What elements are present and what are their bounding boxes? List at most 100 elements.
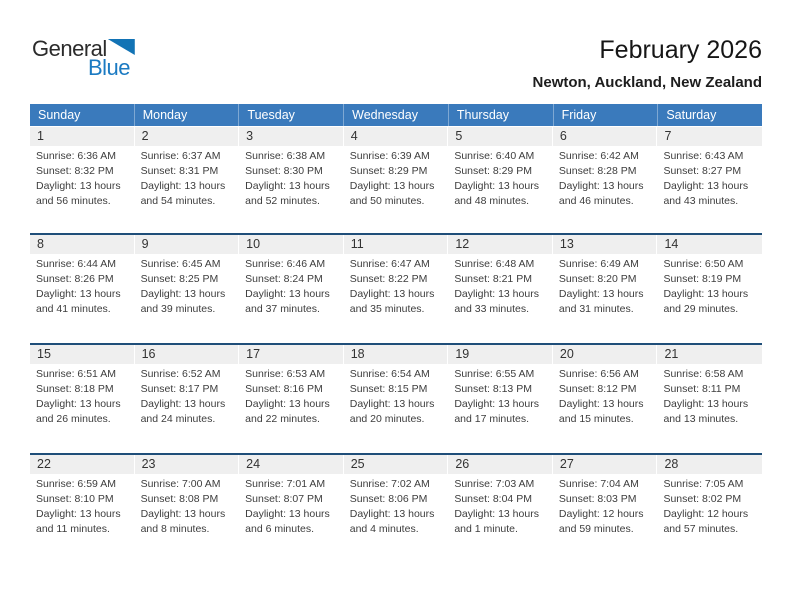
day-sunset-text: Sunset: 8:06 PM bbox=[349, 493, 428, 505]
logo-triangle-icon bbox=[107, 39, 135, 55]
day-details: Sunrise: 6:56 AM Sunset: 8:12 PM Daylight:… bbox=[553, 364, 658, 427]
day-sunrise-text: Sunrise: 6:37 AM bbox=[140, 150, 221, 162]
day-number: 5 bbox=[448, 127, 553, 146]
day-header-row: Sunday Monday Tuesday Wednesday Thursday Frid… bbox=[30, 104, 762, 126]
calendar-day-cell: 8 Sunrise: 6:44 AM Sunset: 8:26 PM Daylight… bbox=[30, 235, 135, 343]
calendar-day-cell: 23 Sunrise: 7:00 AM Sunset: 8:08 PM Dayligh… bbox=[134, 455, 240, 563]
day-details: Sunrise: 6:42 AM Sunset: 8:28 PM Daylight:… bbox=[553, 146, 658, 209]
day-details: Sunrise: 6:38 AM Sunset: 8:30 PM Daylight:… bbox=[239, 146, 344, 209]
day-details: Sunrise: 6:47 AM Sunset: 8:22 PM Daylight:… bbox=[344, 254, 449, 317]
day-daylight-text: Daylight: 12 hours and 59 minutes. bbox=[558, 508, 644, 535]
day-sunrise-text: Sunrise: 7:05 AM bbox=[663, 478, 744, 490]
day-sunrise-text: Sunrise: 6:56 AM bbox=[558, 368, 639, 380]
calendar-day-cell: 27 Sunrise: 7:04 AM Sunset: 8:03 PM Dayligh… bbox=[552, 455, 658, 563]
day-sunrise-text: Sunrise: 7:00 AM bbox=[140, 478, 221, 490]
day-sunrise-text: Sunrise: 6:36 AM bbox=[36, 150, 116, 162]
day-sunrise-text: Sunrise: 6:40 AM bbox=[454, 150, 535, 162]
day-daylight-text: Daylight: 12 hours and 57 minutes. bbox=[663, 508, 749, 535]
calendar-grid: Sunday Monday Tuesday Wednesday Thursday Frid… bbox=[30, 104, 763, 563]
day-sunset-text: Sunset: 8:28 PM bbox=[558, 165, 637, 177]
day-number: 7 bbox=[657, 127, 763, 146]
day-details: Sunrise: 6:44 AM Sunset: 8:26 PM Daylight:… bbox=[30, 254, 135, 317]
calendar-day-cell: 17 Sunrise: 6:53 AM Sunset: 8:16 PM Dayligh… bbox=[239, 345, 344, 453]
title-block: February 2026 Newton, Auckland, New Zeal… bbox=[533, 36, 762, 91]
day-daylight-text: Daylight: 13 hours and 33 minutes. bbox=[454, 288, 539, 315]
day-sunrise-text: Sunrise: 6:55 AM bbox=[454, 368, 535, 380]
day-sunrise-text: Sunrise: 6:59 AM bbox=[36, 478, 116, 490]
day-sunset-text: Sunset: 8:25 PM bbox=[140, 273, 219, 285]
day-daylight-text: Daylight: 13 hours and 46 minutes. bbox=[558, 180, 644, 207]
day-sunset-text: Sunset: 8:15 PM bbox=[349, 383, 428, 395]
day-sunset-text: Sunset: 8:19 PM bbox=[663, 273, 742, 285]
logo-word-blue: Blue bbox=[88, 55, 131, 80]
day-sunset-text: Sunset: 8:31 PM bbox=[140, 165, 219, 177]
day-daylight-text: Daylight: 13 hours and 37 minutes. bbox=[245, 288, 330, 315]
day-daylight-text: Daylight: 13 hours and 56 minutes. bbox=[36, 180, 121, 207]
calendar-day-cell: 10 Sunrise: 6:46 AM Sunset: 8:24 PM Dayligh… bbox=[239, 235, 344, 343]
day-sunset-text: Sunset: 8:20 PM bbox=[558, 273, 637, 285]
day-daylight-text: Daylight: 13 hours and 17 minutes. bbox=[454, 398, 539, 425]
day-number: 20 bbox=[552, 345, 658, 364]
day-number: 10 bbox=[239, 235, 344, 254]
day-daylight-text: Daylight: 13 hours and 48 minutes. bbox=[454, 180, 539, 207]
day-details: Sunrise: 7:00 AM Sunset: 8:08 PM Daylight:… bbox=[135, 474, 240, 537]
day-details: Sunrise: 7:03 AM Sunset: 8:04 PM Daylight:… bbox=[448, 474, 553, 537]
day-sunset-text: Sunset: 8:04 PM bbox=[454, 493, 532, 505]
day-daylight-text: Daylight: 13 hours and 41 minutes. bbox=[36, 288, 121, 315]
day-number: 13 bbox=[552, 235, 658, 254]
day-number: 28 bbox=[657, 455, 763, 474]
day-daylight-text: Daylight: 13 hours and 11 minutes. bbox=[36, 508, 121, 535]
day-number: 23 bbox=[134, 455, 240, 474]
day-sunset-text: Sunset: 8:24 PM bbox=[245, 273, 323, 285]
day-header-monday: Monday bbox=[135, 104, 240, 126]
day-sunset-text: Sunset: 8:30 PM bbox=[245, 165, 323, 177]
day-sunrise-text: Sunrise: 6:51 AM bbox=[36, 368, 116, 380]
day-sunrise-text: Sunrise: 6:45 AM bbox=[140, 258, 221, 270]
day-details: Sunrise: 6:50 AM Sunset: 8:19 PM Daylight:… bbox=[657, 254, 762, 317]
calendar-day-cell: 1 Sunrise: 6:36 AM Sunset: 8:32 PM Daylight… bbox=[30, 127, 135, 233]
day-number: 11 bbox=[343, 235, 449, 254]
calendar-day-cell: 7 Sunrise: 6:43 AM Sunset: 8:27 PM Daylight… bbox=[657, 127, 763, 233]
day-details: Sunrise: 6:59 AM Sunset: 8:10 PM Daylight:… bbox=[30, 474, 135, 537]
day-details: Sunrise: 6:43 AM Sunset: 8:27 PM Daylight:… bbox=[657, 146, 762, 209]
day-number: 4 bbox=[343, 127, 449, 146]
day-sunset-text: Sunset: 8:13 PM bbox=[454, 383, 532, 395]
day-details: Sunrise: 6:55 AM Sunset: 8:13 PM Daylight:… bbox=[448, 364, 553, 427]
day-daylight-text: Daylight: 13 hours and 24 minutes. bbox=[140, 398, 226, 425]
calendar-day-cell: 22 Sunrise: 6:59 AM Sunset: 8:10 PM Dayligh… bbox=[30, 455, 135, 563]
day-details: Sunrise: 6:52 AM Sunset: 8:17 PM Daylight:… bbox=[135, 364, 240, 427]
calendar-day-cell: 2 Sunrise: 6:37 AM Sunset: 8:31 PM Daylight… bbox=[134, 127, 240, 233]
day-sunrise-text: Sunrise: 6:46 AM bbox=[245, 258, 326, 270]
day-details: Sunrise: 7:04 AM Sunset: 8:03 PM Daylight:… bbox=[553, 474, 658, 537]
day-sunset-text: Sunset: 8:17 PM bbox=[140, 383, 219, 395]
day-header-thursday: Thursday bbox=[449, 104, 554, 126]
day-sunrise-text: Sunrise: 6:54 AM bbox=[349, 368, 430, 380]
day-number: 8 bbox=[30, 235, 135, 254]
calendar-day-cell: 3 Sunrise: 6:38 AM Sunset: 8:30 PM Daylight… bbox=[239, 127, 344, 233]
day-header-friday: Friday bbox=[554, 104, 659, 126]
calendar-day-cell: 6 Sunrise: 6:42 AM Sunset: 8:28 PM Daylight… bbox=[552, 127, 658, 233]
calendar-day-cell: 24 Sunrise: 7:01 AM Sunset: 8:07 PM Dayligh… bbox=[239, 455, 344, 563]
day-daylight-text: Daylight: 13 hours and 8 minutes. bbox=[140, 508, 226, 535]
day-daylight-text: Daylight: 13 hours and 15 minutes. bbox=[558, 398, 644, 425]
calendar-day-cell: 16 Sunrise: 6:52 AM Sunset: 8:17 PM Dayligh… bbox=[134, 345, 240, 453]
day-sunrise-text: Sunrise: 6:39 AM bbox=[349, 150, 430, 162]
day-daylight-text: Daylight: 13 hours and 52 minutes. bbox=[245, 180, 330, 207]
week-row: 8 Sunrise: 6:44 AM Sunset: 8:26 PM Daylight… bbox=[30, 233, 763, 343]
day-daylight-text: Daylight: 13 hours and 50 minutes. bbox=[349, 180, 435, 207]
general-blue-logo: General Blue bbox=[32, 38, 162, 79]
day-details: Sunrise: 7:05 AM Sunset: 8:02 PM Daylight:… bbox=[657, 474, 762, 537]
day-number: 14 bbox=[657, 235, 763, 254]
day-sunrise-text: Sunrise: 7:04 AM bbox=[558, 478, 639, 490]
day-number: 27 bbox=[552, 455, 658, 474]
day-sunrise-text: Sunrise: 6:58 AM bbox=[663, 368, 744, 380]
day-sunrise-text: Sunrise: 6:44 AM bbox=[36, 258, 116, 270]
day-header-tuesday: Tuesday bbox=[239, 104, 345, 126]
calendar-day-cell: 18 Sunrise: 6:54 AM Sunset: 8:15 PM Dayligh… bbox=[343, 345, 449, 453]
day-details: Sunrise: 6:37 AM Sunset: 8:31 PM Daylight:… bbox=[135, 146, 240, 209]
calendar-day-cell: 12 Sunrise: 6:48 AM Sunset: 8:21 PM Dayligh… bbox=[448, 235, 553, 343]
day-number: 24 bbox=[239, 455, 344, 474]
day-daylight-text: Daylight: 13 hours and 1 minute. bbox=[454, 508, 539, 535]
day-sunset-text: Sunset: 8:10 PM bbox=[36, 493, 114, 505]
